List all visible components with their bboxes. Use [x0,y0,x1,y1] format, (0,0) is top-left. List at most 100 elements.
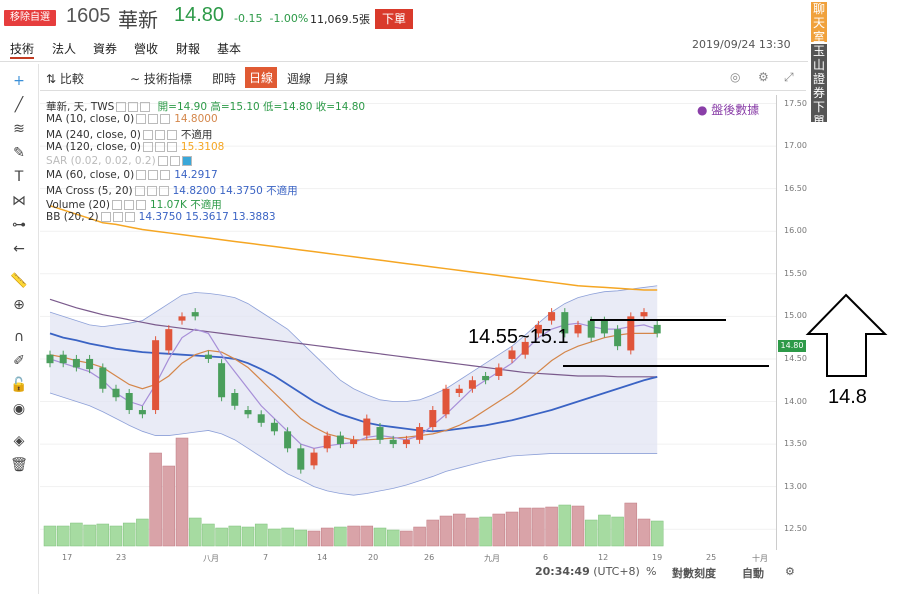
compare-button[interactable]: ⇅ 比較 [46,70,84,87]
indicator-icon: ∼ [130,72,144,86]
tab-technical[interactable]: 技術 [10,40,35,59]
tab-revenue[interactable]: 營收 [134,42,159,56]
x-tick-label: 6 [543,553,549,562]
status-settings-icon[interactable]: ⚙ [785,565,795,578]
back-arrow-icon[interactable]: ← [13,241,25,257]
volume-bar [386,529,400,547]
camera-icon[interactable]: ◎ [730,70,741,84]
crosshair-icon[interactable]: + [13,73,25,89]
candle [257,414,265,423]
candle [125,393,133,411]
volume-bar [188,517,202,547]
intraday-button[interactable]: 即時 [212,72,237,86]
tab-basic[interactable]: 基本 [217,42,242,56]
chart-toolbar [40,64,806,91]
volume-bar [228,525,242,547]
volume-bar [83,524,96,547]
candle [627,316,635,351]
x-tick-label: 23 [116,553,127,562]
trash-icon[interactable]: 🗑 [10,457,28,473]
candle [152,340,160,411]
price-change: -0.15 -1.00% [234,12,308,25]
bb-lower-line [49,392,658,496]
ma120-line [49,204,658,291]
magnet-icon[interactable]: ∩ [13,329,25,345]
remove-watchlist-button[interactable]: 移除自選 [4,10,56,26]
bb-upper-line [49,285,658,402]
zoom-in-icon[interactable]: ⊕ [13,297,25,313]
y-tick-label: 15.00 [784,311,807,321]
stock-header: 移除自選 1605 華新 14.80 -0.15 -1.00% 11,069.5… [0,0,900,38]
trendline-icon[interactable]: ╱ [14,97,24,113]
volume-bar [281,527,294,547]
pattern-icon[interactable]: ⋈ [12,193,26,209]
volume-bar [43,525,57,547]
legend-volume: Volume (20) 11.07K 不適用 [46,197,222,212]
monthly-button[interactable]: 月線 [324,72,349,86]
target-annotation: 14.8 [828,386,867,408]
settings-icon[interactable]: ⚙ [758,70,769,84]
pencil-lock-icon[interactable]: ✐ [13,353,25,369]
y-tick-label: 13.50 [784,439,807,449]
candle [402,439,410,445]
candle [521,341,529,355]
candle [310,452,318,466]
volume-bar [518,507,532,547]
after-hours-text: 盤後數據 [711,103,760,117]
percent-toggle[interactable]: % [646,565,657,578]
dot-icon: ● [697,103,712,117]
volume-bar [650,520,664,547]
text-icon[interactable]: T [14,169,24,185]
daily-button[interactable]: 日線 [245,67,278,88]
candle [86,358,94,370]
fullscreen-icon[interactable]: ⤢ [784,70,794,84]
candle [468,380,476,389]
broker-order-button[interactable]: 玉山證券下單 [811,44,827,128]
volume-bar [215,527,228,547]
volume-bar [175,437,189,547]
lock-icon[interactable]: 🔓 [10,377,28,393]
x-tick-label: 19 [652,553,663,562]
layers-icon[interactable]: ◈ [13,433,25,449]
candle [284,431,292,449]
eye-icon[interactable]: ◉ [12,401,26,417]
volume-bar [571,505,585,547]
y-tick-label: 17.00 [784,141,807,151]
candle [429,410,437,428]
price-chart[interactable] [40,95,776,550]
brush-icon[interactable]: ✎ [13,145,25,161]
volume-bar [202,523,215,547]
tab-financials[interactable]: 財報 [176,42,201,56]
volume-bar [624,502,638,547]
volume-bar [122,522,136,547]
ruler-icon[interactable]: 📏 [10,273,28,289]
compare-label: 比較 [59,72,84,86]
order-button[interactable]: 下單 [375,9,413,29]
y-tick-label: 16.50 [784,183,807,193]
y-tick-label: 14.00 [784,396,807,406]
volume-bar [136,518,149,547]
compare-icon: ⇅ [46,72,60,86]
ma240-line [49,298,658,378]
candle [99,367,107,389]
up-arrow-icon [805,293,888,377]
auto-scale-toggle[interactable]: 自動 [742,567,764,580]
tab-institutional[interactable]: 法人 [52,42,77,56]
indicators-button[interactable]: ∼ 技術指標 [130,70,192,87]
volume-bar [294,529,308,547]
candle [46,354,54,364]
candle [495,367,503,376]
volume-bar [360,525,374,547]
legend-value: 14.8000 [174,113,218,125]
log-scale-toggle[interactable]: 對數刻度 [672,567,716,580]
weekly-button[interactable]: 週線 [287,72,312,86]
measure-icon[interactable]: ⊶ [12,217,26,233]
divider [0,61,808,62]
candle [416,427,424,440]
volume-bar [558,504,572,547]
y-tick-label: 17.50 [784,98,807,108]
chat-room-button[interactable]: 聊天室 [811,2,827,44]
tab-margin[interactable]: 資券 [93,42,118,56]
fib-icon[interactable]: ≋ [13,121,25,137]
x-tick-label: 八月 [203,554,219,563]
